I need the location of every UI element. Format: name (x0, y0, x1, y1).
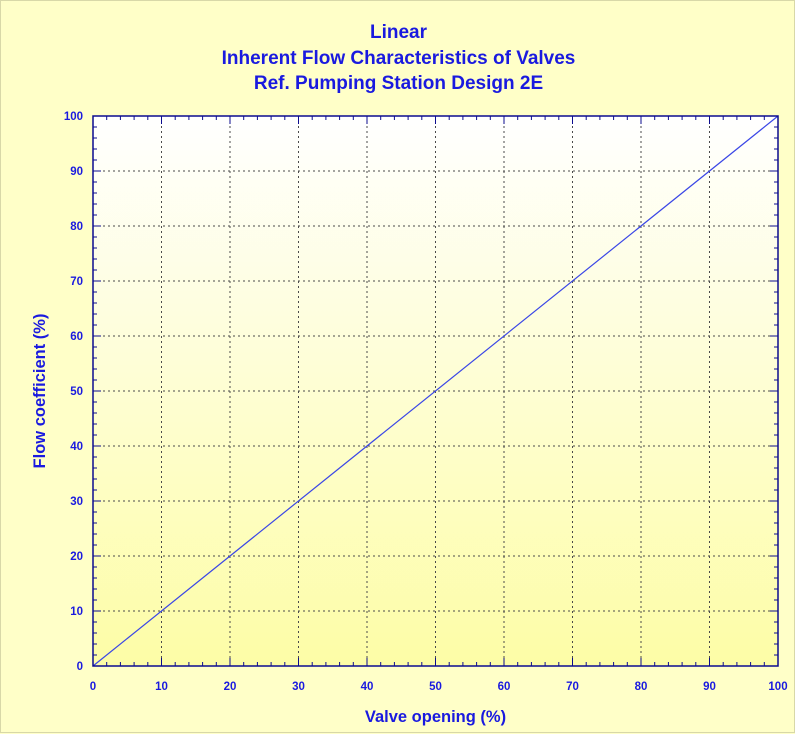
x-tick-label-40: 40 (361, 681, 374, 693)
y-tick-label-50: 50 (70, 386, 83, 398)
x-tick-label-70: 70 (566, 681, 579, 693)
x-tick-label-50: 50 (429, 681, 442, 693)
x-tick-label-30: 30 (292, 681, 305, 693)
y-tick-label-70: 70 (70, 276, 83, 288)
x-tick-label-60: 60 (498, 681, 511, 693)
y-tick-label-90: 90 (70, 166, 83, 178)
x-tick-label-80: 80 (635, 681, 648, 693)
y-tick-label-20: 20 (70, 551, 83, 563)
chart-title-line-3: Ref. Pumping Station Design 2E (253, 73, 544, 94)
y-tick-label-10: 10 (70, 606, 83, 618)
series-line-0 (92, 115, 779, 667)
y-tick-label-30: 30 (70, 496, 83, 508)
y-tick-label-60: 60 (70, 331, 83, 343)
axes (92, 115, 779, 667)
y-tick-label-40: 40 (70, 441, 83, 453)
y-axis-title: Flow coefficient (%) (31, 314, 49, 469)
x-axis-title: Valve opening (%) (365, 708, 506, 726)
x-tick-label-100: 100 (768, 681, 787, 693)
y-tick-label-0: 0 (77, 661, 83, 673)
x-tick-label-0: 0 (90, 681, 96, 693)
x-tick-label-90: 90 (703, 681, 716, 693)
y-tick-label-100: 100 (64, 111, 83, 123)
chart-title-line-2: Inherent Flow Characteristics of Valves (221, 48, 576, 69)
y-tick-label-80: 80 (70, 221, 83, 233)
x-tick-label-20: 20 (224, 681, 237, 693)
series-layer (92, 115, 779, 667)
chart-title-line-1: Linear (369, 22, 428, 43)
x-tick-label-10: 10 (155, 681, 168, 693)
tick-labels: 0 10 20 30 40 50 60 70 80 90 100 0 10 20 30 40 50 60 70 80 9… (64, 111, 788, 693)
